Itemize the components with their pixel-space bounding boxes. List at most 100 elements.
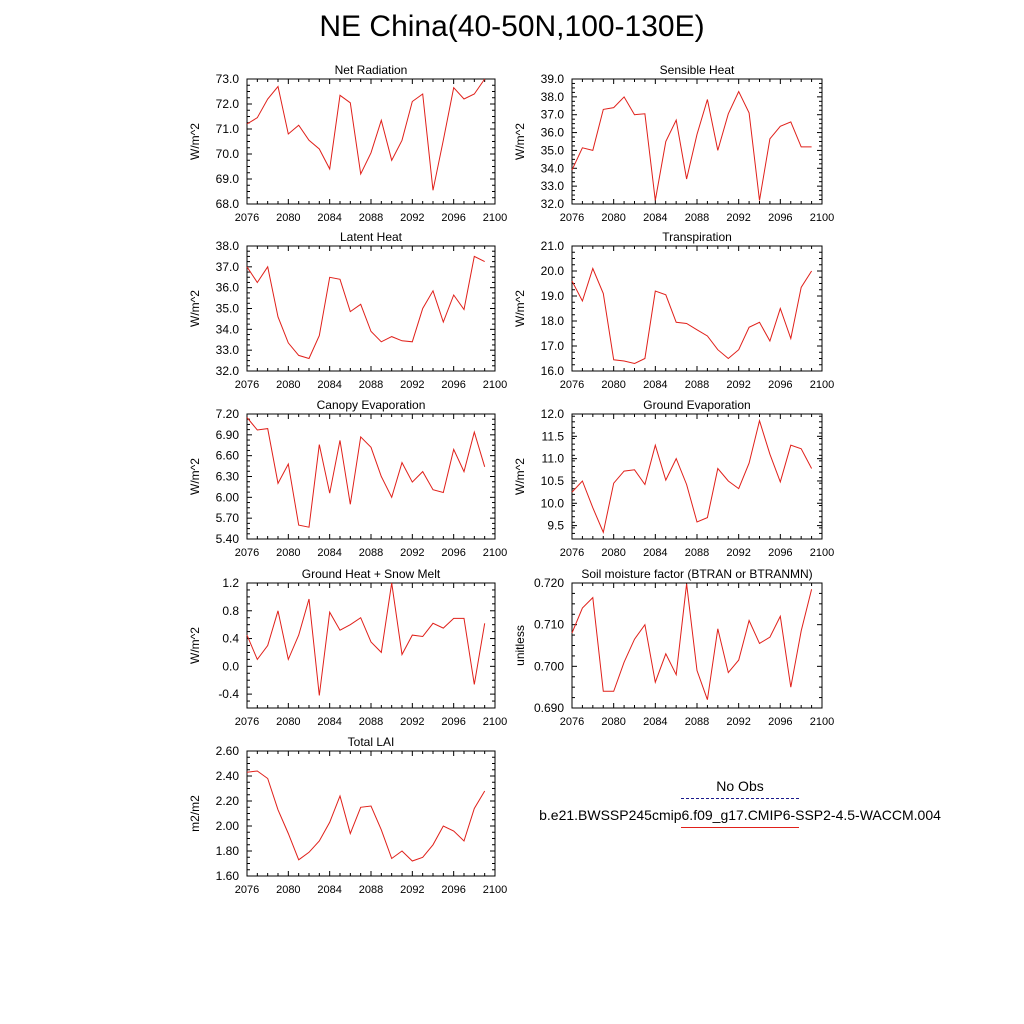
panel-title: Latent Heat xyxy=(340,230,403,244)
x-tick-label: 2096 xyxy=(768,547,792,559)
y-tick-label: 39.0 xyxy=(541,72,565,86)
x-tick-label: 2096 xyxy=(441,716,465,728)
y-tick-label: 0.8 xyxy=(222,604,239,618)
y-tick-label: 6.00 xyxy=(216,490,240,504)
y-axis-label: W/m^2 xyxy=(513,458,527,495)
y-tick-label: 6.90 xyxy=(216,428,240,442)
legend-model-line xyxy=(681,827,799,828)
series-line xyxy=(246,417,486,528)
panel-title: Soil moisture factor (BTRAN or BTRANMN) xyxy=(581,567,812,581)
y-tick-label: 1.2 xyxy=(222,576,239,590)
x-tick-label: 2088 xyxy=(685,716,709,728)
x-tick-label: 2080 xyxy=(276,379,300,391)
y-tick-label: 32.0 xyxy=(216,364,240,378)
x-tick-label: 2076 xyxy=(560,716,584,728)
x-tick-label: 2092 xyxy=(400,547,424,559)
x-tick-label: 2076 xyxy=(235,212,259,224)
panel-title: Ground Heat + Snow Melt xyxy=(302,567,441,581)
y-tick-label: 32.0 xyxy=(541,197,565,211)
x-tick-label: 2080 xyxy=(601,379,625,391)
chart-panel: Transpiration W/m^2 2076 2080 2084 2088 2092 20… xyxy=(513,230,834,391)
x-tick-label: 2096 xyxy=(441,547,465,559)
plot-frame xyxy=(246,413,496,540)
y-tick-label: 20.0 xyxy=(541,264,565,278)
y-tick-label: 70.0 xyxy=(216,147,240,161)
y-tick-label: 37.0 xyxy=(216,260,240,274)
x-tick-label: 2096 xyxy=(768,379,792,391)
y-tick-label: 1.60 xyxy=(216,869,240,883)
chart-panel: Net Radiation W/m^2 2076 2080 2084 2088 2092 20… xyxy=(188,63,507,224)
x-tick-label: 2084 xyxy=(643,212,667,224)
panel-title: Net Radiation xyxy=(335,63,408,77)
y-tick-label: 2.40 xyxy=(216,769,240,783)
y-tick-label: 2.20 xyxy=(216,794,240,808)
x-tick-label: 2100 xyxy=(810,212,834,224)
y-tick-label: 36.0 xyxy=(216,281,240,295)
y-axis-label: W/m^2 xyxy=(188,458,202,495)
panel-title: Canopy Evaporation xyxy=(317,398,426,412)
plot-frame xyxy=(246,78,496,205)
x-tick-label: 2084 xyxy=(317,379,341,391)
x-tick-label: 2084 xyxy=(317,212,341,224)
y-tick-label: 34.0 xyxy=(216,322,240,336)
x-tick-label: 2096 xyxy=(441,884,465,896)
plot-frame xyxy=(571,245,823,372)
chart-panel: Latent Heat W/m^2 2076 2080 2084 2088 2092 2096… xyxy=(188,230,507,391)
plot-frame xyxy=(246,245,496,372)
y-tick-label: 0.690 xyxy=(534,701,564,715)
y-tick-label: 33.0 xyxy=(541,179,565,193)
series-line xyxy=(246,255,485,360)
y-tick-label: 36.0 xyxy=(541,126,565,140)
y-tick-label: 34.0 xyxy=(541,161,565,175)
x-tick-label: 2076 xyxy=(235,716,259,728)
x-tick-label: 2084 xyxy=(317,716,341,728)
x-tick-label: 2092 xyxy=(400,884,424,896)
x-tick-label: 2088 xyxy=(685,547,709,559)
x-tick-label: 2084 xyxy=(317,547,341,559)
x-tick-label: 2076 xyxy=(235,379,259,391)
series-line xyxy=(246,582,486,696)
series-line xyxy=(571,583,813,700)
y-tick-label: 10.5 xyxy=(541,474,565,488)
x-tick-label: 2092 xyxy=(726,212,750,224)
x-tick-label: 2100 xyxy=(483,547,507,559)
x-tick-label: 2084 xyxy=(317,884,341,896)
y-tick-label: 11.5 xyxy=(542,429,565,443)
plot-frame xyxy=(246,582,496,709)
x-tick-label: 2096 xyxy=(441,379,465,391)
series-line xyxy=(246,770,486,862)
legend-obs-label: No Obs xyxy=(716,778,764,794)
x-tick-label: 2100 xyxy=(483,379,507,391)
x-tick-label: 2084 xyxy=(643,547,667,559)
panel-title: Ground Evaporation xyxy=(643,398,750,412)
x-tick-label: 2076 xyxy=(235,884,259,896)
x-tick-label: 2100 xyxy=(483,884,507,896)
x-tick-label: 2080 xyxy=(276,212,300,224)
panel-title: Transpiration xyxy=(662,230,732,244)
x-tick-label: 2088 xyxy=(685,212,709,224)
chart-panel: Ground Heat + Snow Melt W/m^2 2076 2080 2084… xyxy=(188,567,507,728)
y-tick-label: 9.5 xyxy=(547,519,564,533)
series-line xyxy=(246,78,486,191)
y-tick-label: 35.0 xyxy=(541,143,565,157)
x-tick-label: 2076 xyxy=(235,547,259,559)
legend-model-label: b.e21.BWSSP245cmip6.f09_g17.CMIP6-SSP2-4… xyxy=(539,807,941,823)
y-tick-label: 0.700 xyxy=(534,659,564,673)
x-tick-label: 2084 xyxy=(643,716,667,728)
y-tick-label: 38.0 xyxy=(541,90,565,104)
chart-panel: Soil moisture factor (BTRAN or BTRANMN) u… xyxy=(513,567,834,728)
plot-frame xyxy=(571,78,823,205)
x-tick-label: 2080 xyxy=(276,547,300,559)
y-tick-label: 7.20 xyxy=(216,407,240,421)
chart-panel: Sensible Heat W/m^2 2076 2080 2084 2088 2092 20… xyxy=(513,63,834,224)
y-tick-label: 5.40 xyxy=(216,532,240,546)
y-axis-label: W/m^2 xyxy=(188,290,202,327)
x-tick-label: 2092 xyxy=(726,716,750,728)
y-tick-label: 6.60 xyxy=(216,449,240,463)
y-tick-label: 73.0 xyxy=(216,72,240,86)
x-tick-label: 2088 xyxy=(359,212,383,224)
legend-obs-line xyxy=(681,798,799,799)
series-line xyxy=(571,267,813,365)
y-tick-label: 37.0 xyxy=(541,108,565,122)
